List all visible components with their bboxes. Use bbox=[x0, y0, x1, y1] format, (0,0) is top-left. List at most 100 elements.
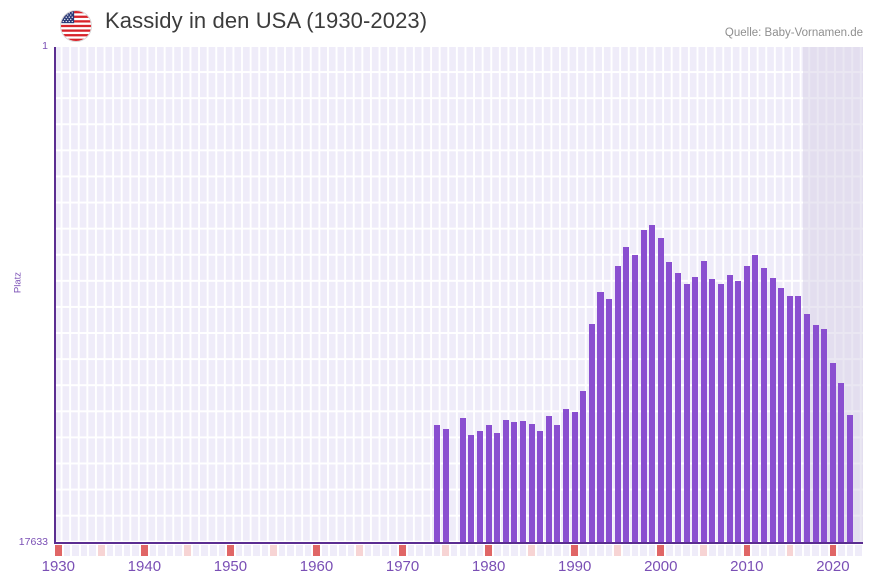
x-axis-line bbox=[54, 542, 863, 544]
x-tick-cell bbox=[812, 545, 819, 556]
bar bbox=[520, 421, 527, 543]
bar bbox=[795, 296, 802, 543]
x-axis-tick-label: 1940 bbox=[127, 558, 162, 575]
x-tick-cell bbox=[158, 545, 165, 556]
x-tick-cell bbox=[519, 545, 527, 556]
bar bbox=[623, 247, 630, 543]
bar bbox=[614, 266, 621, 543]
bar bbox=[477, 431, 484, 543]
x-axis-tick-label: 1990 bbox=[557, 558, 592, 575]
x-tick-cell bbox=[700, 545, 708, 556]
x-tick-cell bbox=[270, 545, 277, 556]
x-axis-tick-label: 2020 bbox=[816, 558, 850, 575]
bar bbox=[537, 431, 544, 543]
x-axis-tick-label: 1960 bbox=[299, 558, 334, 575]
x-tick-cell bbox=[218, 545, 226, 556]
y-axis-top-label: 1 bbox=[42, 40, 48, 52]
x-tick-cell bbox=[175, 545, 183, 556]
x-tick-cell bbox=[80, 545, 88, 556]
bar bbox=[588, 324, 595, 543]
x-axis-labels: 1930 1940 1950 1960 1970 1980 1990 2000 2010 2020 bbox=[0, 558, 873, 584]
bar bbox=[528, 424, 535, 543]
x-tick-cell bbox=[450, 545, 458, 556]
chart-header: Kassidy in den USA (1930-2023) Quelle: B… bbox=[0, 0, 873, 47]
bar bbox=[769, 278, 776, 543]
x-axis-tick-strip bbox=[54, 545, 863, 556]
bar bbox=[847, 415, 854, 543]
bar bbox=[666, 262, 673, 543]
bar bbox=[597, 292, 604, 543]
x-tick-cell bbox=[347, 545, 355, 556]
x-tick-cell bbox=[528, 545, 535, 556]
x-tick-cell bbox=[502, 545, 510, 556]
x-tick-cell bbox=[295, 545, 303, 556]
bar bbox=[735, 281, 742, 543]
x-tick-cell bbox=[192, 545, 200, 556]
x-tick-cell bbox=[820, 545, 828, 556]
x-tick-cell bbox=[648, 545, 656, 556]
x-tick-cell bbox=[468, 545, 475, 556]
x-tick-cell bbox=[760, 545, 768, 556]
bar bbox=[511, 422, 518, 543]
x-tick-cell bbox=[743, 545, 751, 556]
x-tick-cell bbox=[623, 545, 630, 556]
bar bbox=[761, 268, 768, 543]
x-tick-cell bbox=[666, 545, 673, 556]
x-tick-cell bbox=[399, 545, 406, 556]
x-tick-cell bbox=[579, 545, 587, 556]
x-axis-tick-label: 1930 bbox=[41, 558, 75, 575]
x-tick-cell bbox=[55, 545, 62, 556]
x-tick-cell bbox=[364, 545, 372, 556]
x-tick-cell bbox=[149, 545, 157, 556]
x-tick-cell bbox=[554, 545, 561, 556]
x-tick-cell bbox=[459, 545, 467, 556]
bar bbox=[485, 425, 492, 543]
x-tick-cell bbox=[106, 545, 114, 556]
x-tick-cell bbox=[390, 545, 398, 556]
x-tick-cell bbox=[89, 545, 97, 556]
x-tick-cell bbox=[442, 545, 449, 556]
x-tick-cell bbox=[287, 545, 294, 556]
bar bbox=[778, 288, 785, 543]
x-tick-cell bbox=[166, 545, 174, 556]
x-tick-cell bbox=[726, 545, 733, 556]
x-tick-cell bbox=[313, 545, 320, 556]
x-tick-cell bbox=[709, 545, 716, 556]
y-axis-title: Platz bbox=[12, 271, 24, 294]
x-tick-cell bbox=[493, 545, 501, 556]
x-tick-cell bbox=[485, 545, 492, 556]
x-tick-cell bbox=[571, 545, 578, 556]
x-tick-cell bbox=[98, 545, 105, 556]
bar bbox=[571, 412, 578, 543]
x-tick-cell bbox=[184, 545, 191, 556]
x-tick-cell bbox=[786, 545, 794, 556]
bar bbox=[674, 273, 681, 543]
x-tick-cell bbox=[674, 545, 682, 556]
bar bbox=[804, 314, 811, 543]
x-tick-cell bbox=[536, 545, 544, 556]
x-tick-cell bbox=[227, 545, 234, 556]
x-tick-cell bbox=[657, 545, 665, 556]
x-tick-cell bbox=[829, 545, 837, 556]
x-tick-cell bbox=[769, 545, 776, 556]
x-tick-cell bbox=[605, 545, 613, 556]
x-tick-cell bbox=[330, 545, 337, 556]
x-axis-tick-label: 1970 bbox=[385, 558, 420, 575]
bar bbox=[812, 325, 819, 543]
x-tick-cell bbox=[846, 545, 854, 556]
x-axis-tick-label: 1950 bbox=[213, 558, 248, 575]
bar bbox=[717, 284, 724, 543]
x-tick-cell bbox=[562, 545, 570, 556]
page-title: Kassidy in den USA (1930-2023) bbox=[105, 8, 428, 33]
bar bbox=[606, 299, 613, 543]
x-tick-cell bbox=[278, 545, 286, 556]
bar bbox=[640, 230, 647, 543]
x-tick-cell bbox=[752, 545, 759, 556]
x-tick-cell bbox=[416, 545, 424, 556]
bar bbox=[752, 255, 759, 543]
x-tick-cell bbox=[614, 545, 621, 556]
bar bbox=[545, 416, 552, 543]
y-axis-bottom-label: 17633 bbox=[18, 536, 48, 548]
bar bbox=[563, 409, 570, 543]
